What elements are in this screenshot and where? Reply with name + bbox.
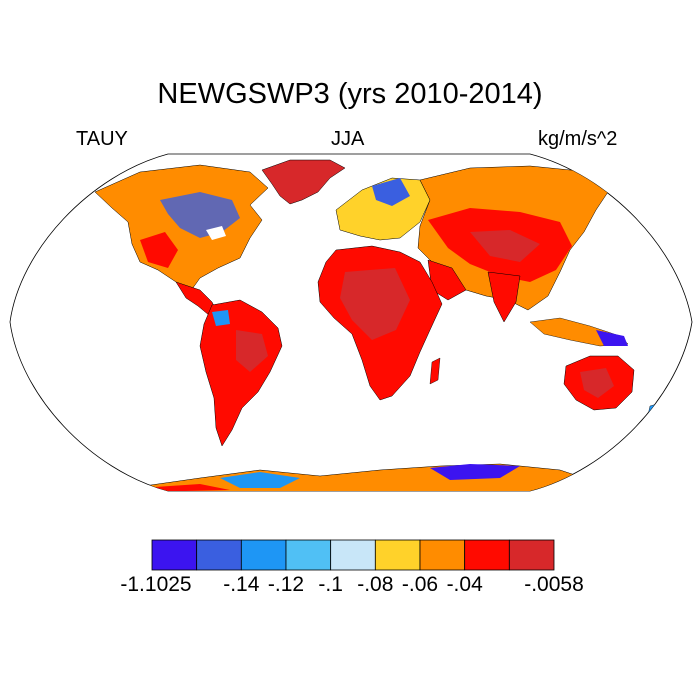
madagascar: [429, 357, 441, 385]
greenland: [261, 159, 346, 205]
colorbar-label: -.14: [223, 573, 260, 596]
indonesia-blue: [596, 330, 628, 346]
units-label: kg/m/s^2: [538, 128, 618, 150]
colorbar-swatch: [240, 539, 287, 571]
south-america-blue: [212, 310, 230, 326]
india: [487, 271, 521, 323]
variable-label: TAUY: [76, 128, 128, 150]
colorbar: [151, 539, 555, 571]
colorbar-label: -.12: [267, 573, 305, 596]
colorbar-swatch: [419, 539, 466, 571]
colorbar-swatch: [374, 539, 421, 571]
colorbar-swatch: [285, 539, 332, 571]
asia-dark: [470, 230, 540, 262]
north-america-red: [140, 232, 178, 268]
colorbar-label: -.04: [446, 573, 483, 596]
colorbar-label: -.08: [357, 573, 394, 596]
scandinavia-blue: [372, 178, 410, 206]
map-title: NEWGSWP3 (yrs 2010-2014): [157, 78, 543, 110]
colorbar-label: -1.1025: [120, 573, 192, 596]
colorbar-label: -.06: [401, 573, 439, 596]
colorbar-swatch: [196, 539, 242, 571]
colorbar-swatch: [464, 539, 510, 571]
africa-dark: [340, 268, 410, 340]
colorbar-label: -.1: [318, 573, 343, 596]
antarctica-blue: [220, 472, 300, 488]
antarctica-blue-2: [430, 464, 520, 480]
season-label: JJA: [331, 128, 365, 150]
great-lakes: [206, 226, 226, 240]
australia-dark: [580, 368, 614, 398]
colorbar-swatch: [508, 539, 555, 571]
south-america-dark: [236, 330, 268, 372]
colorbar-label: -.0058: [524, 573, 584, 596]
colorbar-swatch: [151, 539, 198, 571]
colorbar-swatch: [330, 539, 376, 571]
